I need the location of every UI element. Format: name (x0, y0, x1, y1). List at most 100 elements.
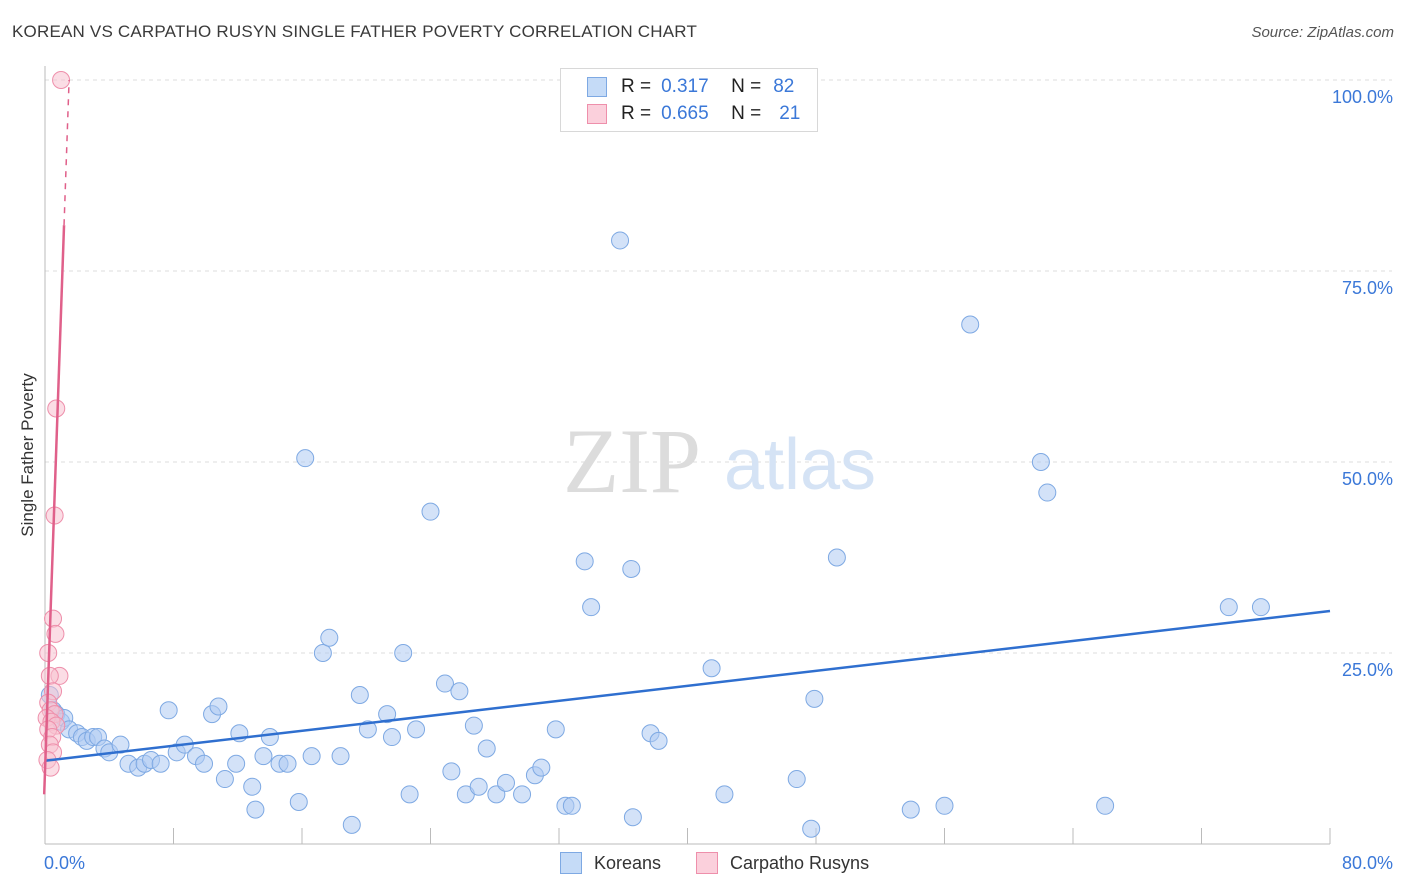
carpatho-rusyn-point (46, 624, 65, 643)
korean-point (546, 720, 565, 739)
korean-point (469, 777, 488, 796)
korean-point (1096, 796, 1115, 815)
carpatho-rusyn-point (52, 71, 71, 89)
korean-point (227, 754, 246, 773)
korean-point (378, 705, 397, 724)
korean-point (622, 559, 641, 578)
legend-row-koreans: R = 0.317 N = 82 (587, 75, 794, 99)
korean-point (477, 739, 496, 758)
korean-point (358, 720, 377, 739)
korean-point (342, 815, 361, 834)
watermark: ZIP atlas (563, 410, 876, 512)
korean-point (901, 800, 920, 819)
korean-point (382, 728, 401, 747)
koreans-legend-swatch (560, 852, 582, 874)
y-tick-label: 100.0% (1332, 87, 1393, 107)
korean-point (209, 697, 228, 716)
y-tick-label: 50.0% (1342, 469, 1393, 489)
x-tick-label: 80.0% (1342, 853, 1393, 873)
korean-point (805, 689, 824, 708)
korean-point (289, 792, 308, 811)
rusyns-legend-label: Carpatho Rusyns (730, 852, 870, 873)
korean-point (246, 800, 265, 819)
korean-point (802, 819, 821, 838)
korean-point (313, 644, 332, 662)
korean-point (435, 674, 454, 693)
series-carpatho-rusyns (37, 71, 71, 777)
korean-point (243, 777, 262, 796)
korean-point (935, 796, 954, 815)
rusyns-swatch (587, 104, 607, 124)
n-label: N = (731, 103, 762, 124)
korean-point (513, 785, 532, 804)
korean-point (623, 808, 642, 827)
gridlines (45, 79, 1392, 654)
y-tick-label: 75.0% (1342, 278, 1393, 298)
korean-point (496, 773, 515, 792)
korean-point (331, 747, 350, 766)
korean-point (702, 659, 721, 678)
korean-point (254, 747, 273, 766)
korean-point (464, 716, 483, 735)
rusyns-trend-line (42, 225, 66, 795)
korean-point (715, 785, 734, 804)
carpatho-rusyn-point (40, 666, 59, 685)
koreans-legend-label: Koreans (594, 852, 662, 873)
korean-point (611, 231, 630, 250)
n-label: N = (731, 76, 762, 97)
korean-point (400, 785, 419, 804)
korean-point (562, 796, 581, 815)
tick-labels: 25.0% 50.0% 75.0% 100.0% 0.0% 80.0% (44, 87, 1393, 873)
legend-carpatho-rusyns: Carpatho Rusyns (696, 852, 869, 874)
korean-point (215, 770, 234, 789)
korean-point (296, 449, 315, 468)
n-value: 21 (779, 103, 801, 124)
korean-point (961, 315, 980, 334)
korean-point (1251, 598, 1270, 617)
korean-point (787, 770, 806, 789)
y-axis-label: Single Father Poverty (18, 373, 37, 537)
watermark-atlas: atlas (724, 425, 876, 505)
korean-point (1038, 483, 1057, 502)
korean-point (1031, 453, 1050, 471)
korean-point (827, 548, 846, 567)
korean-point (442, 762, 461, 781)
source-label: Source: ZipAtlas.com (1251, 24, 1394, 41)
rusyns-trend-line-extension (63, 79, 70, 226)
r-value: 0.317 (661, 76, 709, 97)
legend-row-rusyns: R = 0.665 N = 21 (587, 102, 800, 126)
legend-koreans: Koreans (560, 852, 661, 874)
korean-point (649, 731, 668, 750)
series-koreans (40, 231, 1270, 838)
rusyns-legend-swatch (696, 852, 718, 874)
koreans-swatch (587, 77, 607, 97)
korean-point (302, 747, 321, 766)
korean-point (532, 758, 551, 777)
n-value: 82 (773, 76, 795, 97)
watermark-zip: ZIP (563, 410, 701, 512)
korean-point (278, 754, 297, 773)
r-label: R = (621, 76, 652, 97)
korean-point (151, 754, 170, 773)
korean-point (260, 728, 279, 747)
korean-point (487, 785, 506, 804)
r-value: 0.665 (661, 103, 709, 124)
chart-title: KOREAN VS CARPATHO RUSYN SINGLE FATHER P… (12, 22, 698, 41)
korean-point (350, 686, 369, 705)
korean-point (394, 644, 413, 662)
korean-point (450, 682, 469, 701)
korean-point (582, 598, 601, 617)
x-tick-label: 0.0% (44, 853, 85, 873)
korean-point (195, 754, 214, 773)
stats-legend: R = 0.317 N = 82 R = 0.665 N = 21 (560, 68, 818, 132)
korean-point (407, 720, 426, 739)
korean-point (1219, 598, 1238, 617)
carpatho-rusyn-point (44, 609, 63, 628)
trend-lines (42, 79, 1331, 795)
korean-point (575, 552, 594, 571)
y-tick-label: 25.0% (1342, 660, 1393, 680)
korean-point (421, 502, 440, 521)
korean-point (320, 628, 339, 647)
koreans-trend-line (44, 609, 1331, 762)
